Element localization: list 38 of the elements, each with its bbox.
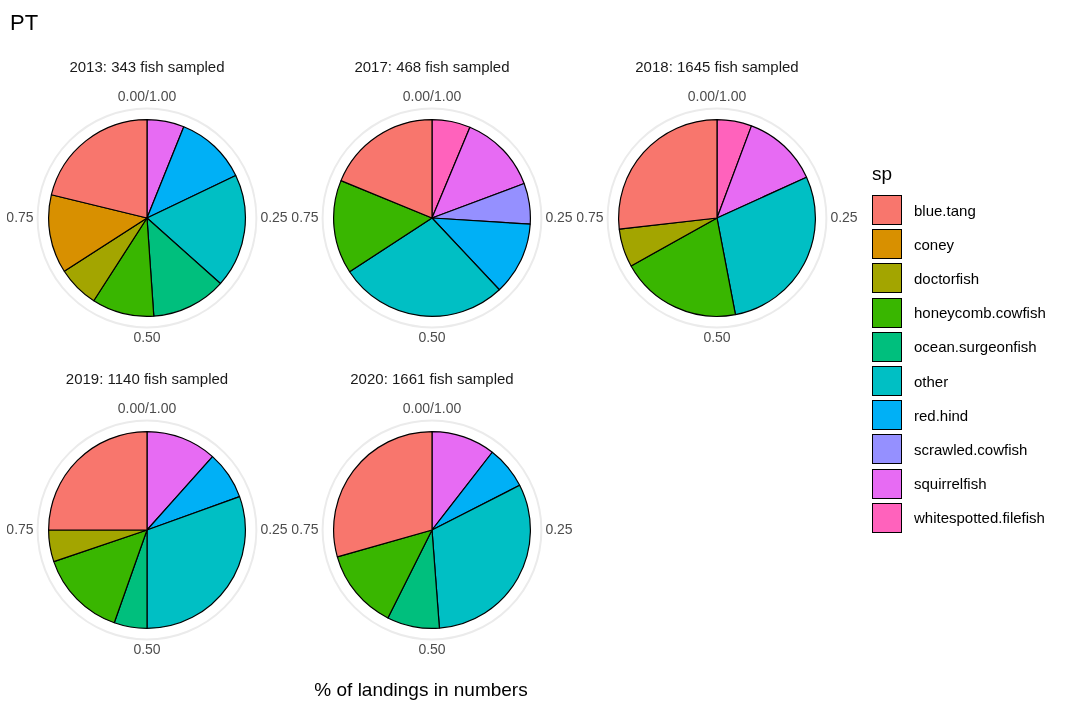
text: 0.75 — [6, 208, 34, 225]
text: 0.50 — [703, 329, 731, 346]
chart-title: 2019: 1140 fish sampled — [64, 370, 230, 387]
text: 0.50 — [418, 329, 446, 346]
text: 0.50 — [133, 329, 161, 346]
category-label: ocean.surgeonfish — [914, 338, 1037, 356]
chart-title: 2018: 1645 fish sampled — [634, 58, 800, 75]
category-label: other — [914, 372, 949, 390]
text: 0.00/1.00 — [117, 88, 177, 105]
text: 0.00/1.00 — [117, 400, 177, 417]
text: 0.25 — [830, 208, 858, 225]
text: 0.25 — [260, 208, 288, 225]
text: 0.75 — [291, 520, 319, 537]
category-label: honeycomb.cowfish — [914, 304, 1046, 322]
text: 0.50 — [133, 641, 161, 658]
category-label: scrawled.cowfish — [914, 440, 1028, 458]
text: 0.00/1.00 — [402, 88, 462, 105]
category-label: doctorfish — [914, 269, 980, 287]
category-label: coney — [914, 235, 955, 253]
category-label: red.hind — [914, 406, 969, 424]
text: 0.75 — [6, 520, 34, 537]
text: 0.75 — [291, 208, 319, 225]
text: 0.25 — [545, 520, 573, 537]
text: PT — [10, 10, 39, 36]
category-label: blue.tang — [914, 201, 976, 219]
text: 0.00/1.00 — [687, 88, 747, 105]
text: 0.25 — [260, 520, 288, 537]
legend-title: sp — [872, 163, 894, 185]
category-label: squirrelfish — [914, 475, 987, 493]
text: 0.00/1.00 — [402, 400, 462, 417]
text: 0.50 — [418, 641, 446, 658]
text: 0.25 — [545, 208, 573, 225]
chart-title: 2017: 468 fish sampled — [353, 58, 511, 75]
chart-title: 2013: 343 fish sampled — [68, 58, 226, 75]
category-label: whitespotted.filefish — [914, 509, 1045, 527]
chart-title: 2020: 1661 fish sampled — [349, 370, 515, 387]
text: 0.75 — [576, 208, 604, 225]
text: % of landings in numbers — [313, 679, 529, 701]
